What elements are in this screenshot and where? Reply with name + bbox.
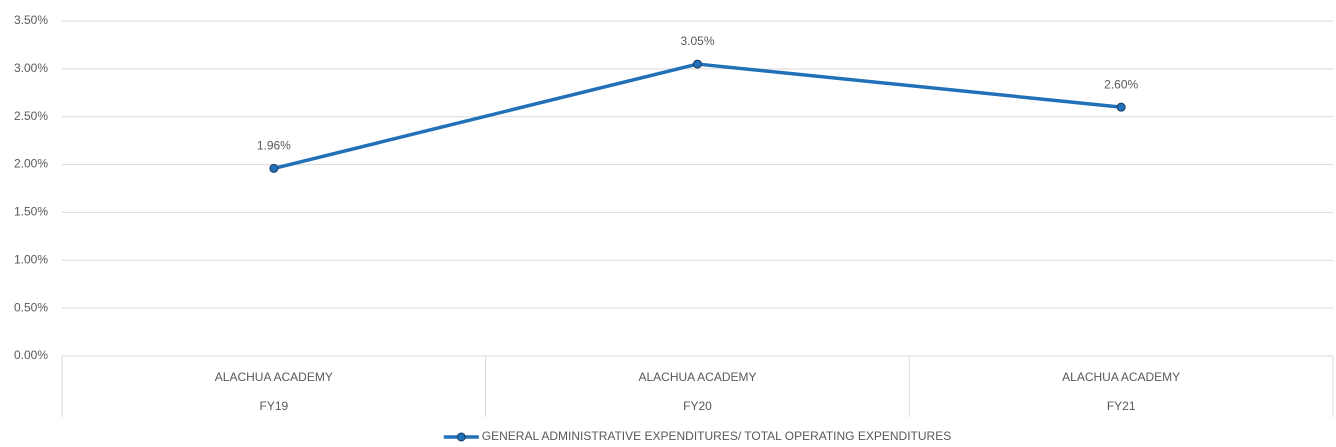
x-tick-label: FY21 — [1107, 399, 1136, 413]
data-label: 2.60% — [1104, 77, 1138, 91]
y-tick-label: 3.00% — [14, 61, 48, 75]
x-category-group-label: ALACHUA ACADEMY — [215, 370, 333, 384]
legend-marker — [456, 432, 466, 442]
y-tick-label: 0.00% — [14, 348, 48, 362]
data-label: 1.96% — [257, 139, 291, 153]
data-point — [1116, 102, 1126, 112]
legend-label: GENERAL ADMINISTRATIVE EXPENDITURES/ TOT… — [482, 429, 951, 443]
y-tick-label: 3.50% — [14, 13, 48, 27]
x-category-group-label: ALACHUA ACADEMY — [1062, 370, 1180, 384]
y-tick-label: 1.00% — [14, 252, 48, 266]
x-tick-label: FY19 — [259, 399, 288, 413]
y-tick-label: 2.00% — [14, 157, 48, 171]
x-tick-label: FY20 — [683, 399, 712, 413]
data-point — [693, 59, 702, 69]
data-point — [269, 163, 279, 173]
y-tick-label: 2.50% — [14, 109, 48, 123]
data-label: 3.05% — [680, 34, 714, 48]
x-category-group-label: ALACHUA ACADEMY — [638, 370, 756, 384]
y-tick-label: 1.50% — [14, 205, 48, 219]
y-tick-label: 0.50% — [14, 300, 48, 314]
